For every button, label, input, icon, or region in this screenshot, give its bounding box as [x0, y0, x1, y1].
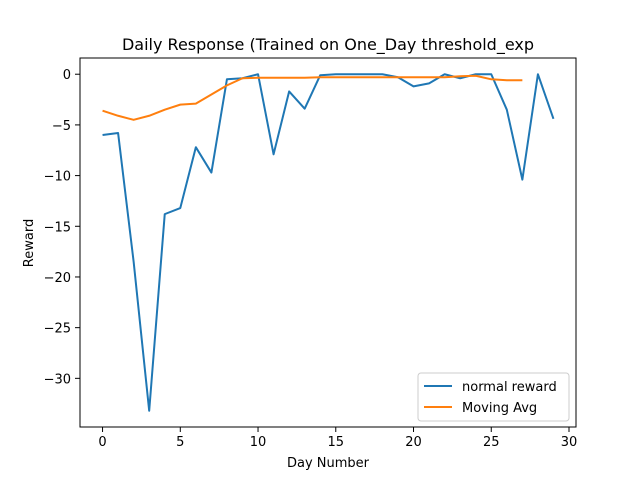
y-axis-ticks: 0 −5 −10 −15 −20 −25 −30: [44, 68, 80, 387]
series-line-moving-avg: [102, 74, 523, 121]
y-tick-label: 0: [63, 68, 71, 83]
y-tick-label: −30: [44, 372, 71, 387]
legend: normal reward Moving Avg: [417, 372, 570, 422]
legend-label-moving-avg: Moving Avg: [462, 401, 537, 416]
y-axis-label: Reward: [22, 219, 37, 267]
x-tick-label: 5: [176, 435, 184, 450]
legend-box: [417, 372, 570, 422]
y-tick-label: −10: [44, 170, 71, 185]
y-tick-label: −25: [44, 322, 71, 337]
x-tick-label: 20: [405, 435, 422, 450]
chart-title: Daily Response (Trained on One_Day thres…: [122, 35, 534, 55]
y-tick-label: −5: [52, 119, 71, 134]
legend-label-normal-reward: normal reward: [462, 380, 557, 395]
x-axis-ticks: 0 5 10 15 20 25 30: [98, 427, 577, 450]
y-tick-label: −20: [44, 271, 71, 286]
series-line-normal-reward: [102, 73, 555, 412]
x-tick-label: 15: [328, 435, 345, 450]
x-tick-label: 10: [250, 435, 267, 450]
series-layer: [102, 73, 555, 412]
x-tick-label: 30: [561, 435, 578, 450]
x-axis-label: Day Number: [287, 456, 370, 471]
x-tick-label: 0: [98, 435, 106, 450]
plot-frame: [79, 57, 577, 428]
x-tick-label: 25: [483, 435, 500, 450]
y-tick-label: −15: [44, 220, 71, 235]
